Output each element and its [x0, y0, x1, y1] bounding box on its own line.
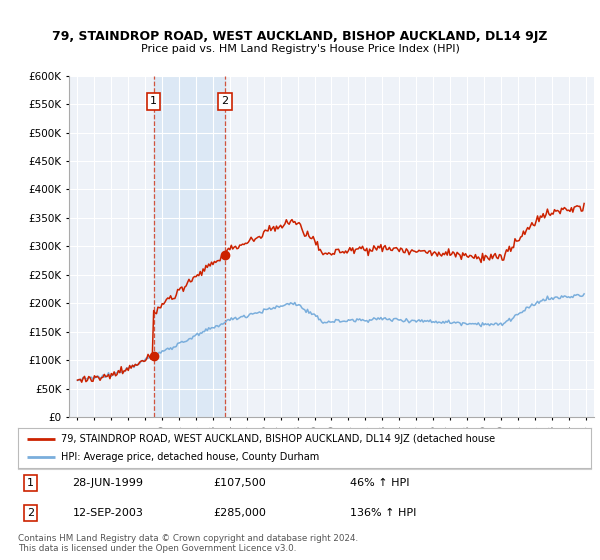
- Text: 12-SEP-2003: 12-SEP-2003: [73, 508, 143, 518]
- Text: 2: 2: [27, 508, 34, 518]
- Text: 2: 2: [221, 96, 229, 106]
- Text: 79, STAINDROP ROAD, WEST AUCKLAND, BISHOP AUCKLAND, DL14 9JZ (detached house: 79, STAINDROP ROAD, WEST AUCKLAND, BISHO…: [61, 434, 495, 444]
- Text: 1: 1: [27, 478, 34, 488]
- Text: Contains HM Land Registry data © Crown copyright and database right 2024.
This d: Contains HM Land Registry data © Crown c…: [18, 534, 358, 553]
- Text: £285,000: £285,000: [213, 508, 266, 518]
- Bar: [154, 76, 225, 417]
- Text: 79, STAINDROP ROAD, WEST AUCKLAND, BISHOP AUCKLAND, DL14 9JZ: 79, STAINDROP ROAD, WEST AUCKLAND, BISHO…: [52, 30, 548, 44]
- Text: £107,500: £107,500: [213, 478, 266, 488]
- Text: 1: 1: [150, 96, 157, 106]
- Text: 28-JUN-1999: 28-JUN-1999: [73, 478, 143, 488]
- Text: 136% ↑ HPI: 136% ↑ HPI: [350, 508, 417, 518]
- Text: 46% ↑ HPI: 46% ↑ HPI: [350, 478, 410, 488]
- Text: Price paid vs. HM Land Registry's House Price Index (HPI): Price paid vs. HM Land Registry's House …: [140, 44, 460, 54]
- Text: HPI: Average price, detached house, County Durham: HPI: Average price, detached house, Coun…: [61, 452, 319, 462]
